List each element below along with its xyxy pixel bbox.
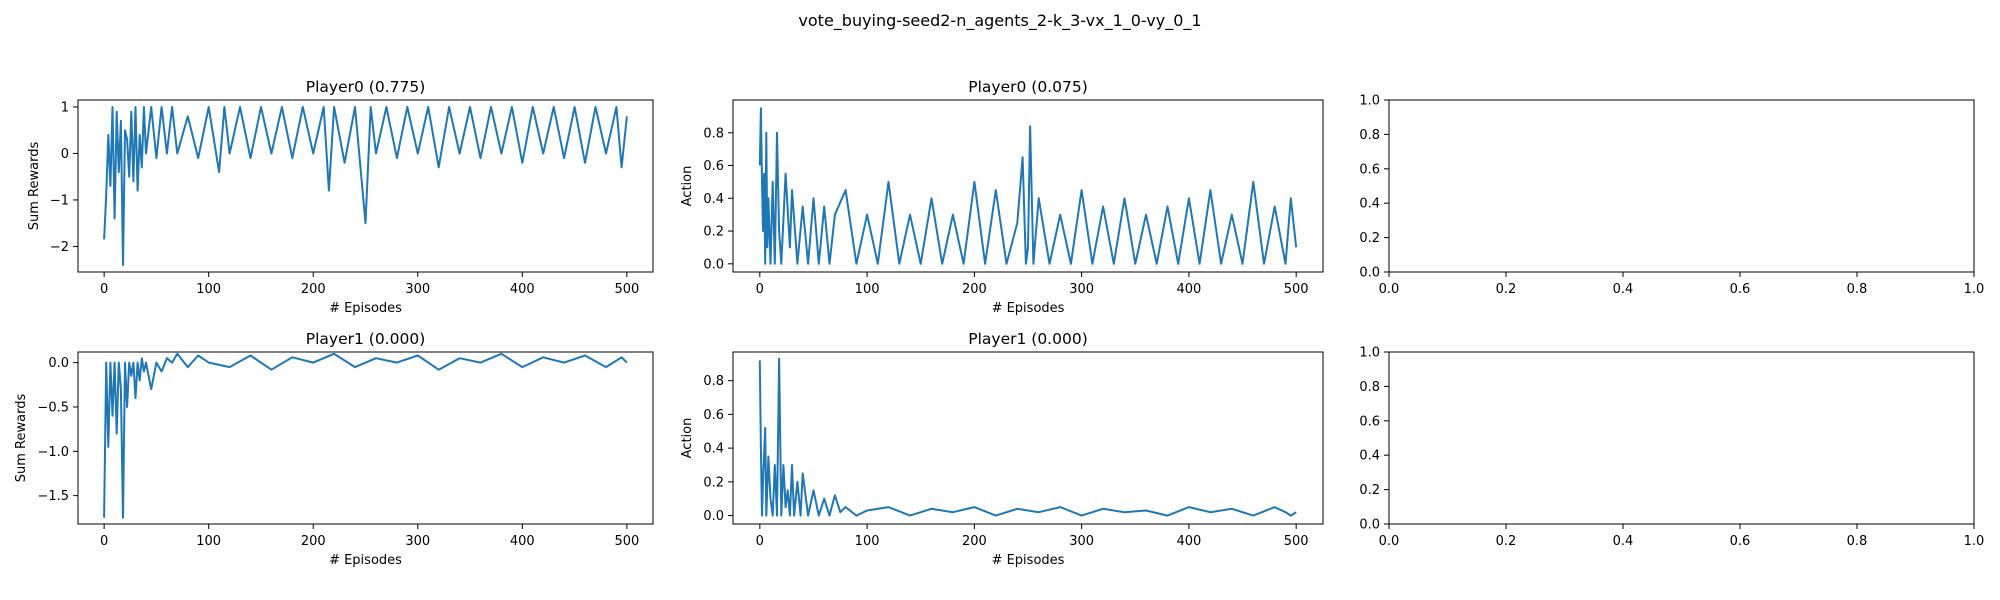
y-tick-label: 0.8 [703, 126, 724, 141]
axes-frame [1388, 99, 1975, 273]
x-tick-label: 0 [100, 282, 108, 297]
y-tick-label: 0.4 [703, 192, 724, 207]
x-tick-label: 500 [614, 282, 639, 297]
x-tick-label: 0 [756, 534, 764, 549]
figure-suptitle: vote_buying-seed2-n_agents_2-k_3-vx_1_0-… [798, 11, 1201, 31]
y-tick-label: 0.6 [703, 159, 724, 174]
x-tick-label: 0.8 [1847, 534, 1868, 549]
panel-title: Player1 (0.000) [306, 330, 426, 348]
y-tick-label: −1.0 [37, 445, 69, 460]
x-tick-label: 500 [614, 534, 639, 549]
panel-p0-reward: 0 100 200 300 400 500 −2 −1 0 1 Player0 (0.775) # E… [27, 78, 654, 316]
x-tick-label: 1.0 [1964, 282, 1985, 297]
y-tick-label: 0.0 [1359, 518, 1380, 533]
panel-p1-empty: 0.0 0.2 0.4 0.6 0.8 1.0 0.0 0.2 0.4 0.6 0.8 1.0 [1359, 346, 1984, 550]
y-tick-label: 1.0 [1359, 94, 1380, 109]
y-tick-label: −1 [50, 193, 69, 208]
x-tick-label: 500 [1284, 534, 1309, 549]
x-tick-label: 0.0 [1379, 534, 1400, 549]
x-tick-label: 400 [510, 534, 535, 549]
y-tick-label: 0.6 [703, 408, 724, 423]
x-tick-label: 200 [962, 282, 987, 297]
panel-p1-action: 0 100 200 300 400 500 0.0 0.2 0.4 0.6 0.8 Player1 (… [680, 330, 1324, 568]
x-tick-label: 0.8 [1847, 282, 1868, 297]
y-axis-label: Sum Rewards [14, 394, 29, 483]
y-tick-label: 0.0 [48, 356, 69, 371]
x-tick-label: 0.6 [1730, 282, 1751, 297]
panel-p0-action: 0 100 200 300 400 500 0.0 0.2 0.4 0.6 0.8 Player0 (… [680, 78, 1324, 316]
x-tick-label: 0.4 [1613, 282, 1634, 297]
axes-frame [1388, 351, 1975, 525]
axes-frame [77, 351, 654, 525]
x-tick-label: 0.4 [1613, 534, 1634, 549]
y-tick-label: 0.4 [1359, 449, 1380, 464]
panel-title: Player0 (0.075) [968, 78, 1088, 96]
x-tick-label: 0.2 [1496, 282, 1517, 297]
y-tick-label: 1.0 [1359, 346, 1380, 361]
y-tick-label: 0.2 [703, 225, 724, 240]
x-tick-label: 300 [405, 282, 430, 297]
x-tick-label: 0 [756, 282, 764, 297]
y-axis-label: Action [680, 418, 695, 459]
x-tick-label: 400 [1176, 534, 1201, 549]
x-axis-label: # Episodes [992, 553, 1065, 568]
panel-p1-reward: 0 100 200 300 400 500 −1.5 −1.0 −0.5 0.0 Player1 (… [14, 330, 654, 568]
y-tick-label: 1 [61, 100, 69, 115]
y-tick-label: −2 [50, 240, 69, 255]
y-tick-label: 0.8 [703, 374, 724, 389]
x-tick-label: 300 [405, 534, 430, 549]
x-tick-label: 0 [100, 534, 108, 549]
x-axis-label: # Episodes [329, 553, 402, 568]
y-tick-label: 0.6 [1359, 162, 1380, 177]
x-tick-label: 500 [1284, 282, 1309, 297]
y-tick-label: 0.0 [1359, 266, 1380, 281]
x-tick-label: 200 [301, 534, 326, 549]
y-tick-label: 0.2 [1359, 231, 1380, 246]
series-line-p0-reward [103, 106, 628, 266]
x-tick-label: 0.6 [1730, 534, 1751, 549]
y-axis-label: Action [680, 166, 695, 207]
y-tick-label: 0.2 [703, 475, 724, 490]
x-tick-label: 0.2 [1496, 534, 1517, 549]
axes-frame [732, 99, 1324, 273]
x-tick-label: 0.0 [1379, 282, 1400, 297]
x-tick-label: 100 [855, 282, 880, 297]
y-tick-label: 0.6 [1359, 414, 1380, 429]
x-axis-label: # Episodes [329, 301, 402, 316]
x-tick-label: 100 [196, 534, 221, 549]
y-tick-label: −0.5 [37, 400, 69, 415]
y-tick-label: 0 [61, 147, 69, 162]
y-tick-label: 0.4 [1359, 197, 1380, 212]
x-tick-label: 400 [1176, 282, 1201, 297]
y-tick-label: 0.0 [703, 509, 724, 524]
panel-title: Player0 (0.775) [306, 78, 426, 96]
x-axis-label: # Episodes [992, 301, 1065, 316]
y-tick-label: 0.4 [703, 442, 724, 457]
x-tick-label: 1.0 [1964, 534, 1985, 549]
x-tick-label: 400 [510, 282, 535, 297]
y-tick-label: 0.0 [703, 257, 724, 272]
y-tick-label: 0.8 [1359, 380, 1380, 395]
x-tick-label: 200 [301, 282, 326, 297]
y-tick-label: −1.5 [37, 489, 69, 504]
series-line-p0-action [758, 107, 1298, 265]
y-axis-label: Sum Rewards [27, 142, 42, 231]
series-line-p1-action [758, 357, 1297, 517]
y-tick-label: 0.2 [1359, 483, 1380, 498]
x-tick-label: 300 [1069, 534, 1094, 549]
y-tick-label: 0.8 [1359, 128, 1380, 143]
panel-p0-empty: 0.0 0.2 0.4 0.6 0.8 1.0 0.0 0.2 0.4 0.6 0.8 1.0 [1359, 94, 1984, 298]
x-tick-label: 100 [196, 282, 221, 297]
x-tick-label: 100 [855, 534, 880, 549]
series-line-p1-reward [103, 352, 628, 519]
axes-frame [77, 99, 654, 273]
x-tick-label: 300 [1069, 282, 1094, 297]
panel-title: Player1 (0.000) [968, 330, 1088, 348]
axes-frame [732, 351, 1324, 525]
x-tick-label: 200 [962, 534, 987, 549]
